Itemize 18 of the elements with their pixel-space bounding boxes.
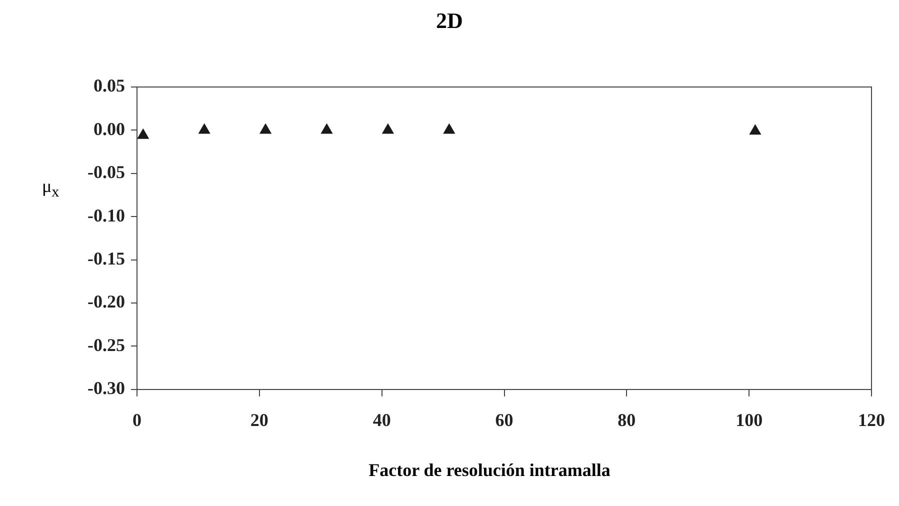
y-tick-label: -0.10	[88, 205, 125, 226]
x-tick-label: 120	[858, 410, 885, 430]
chart-title: 2D	[435, 8, 464, 34]
y-tick-label: 0.05	[94, 76, 125, 96]
x-tick-label: 20	[250, 410, 268, 430]
y-axis-title: μ$_{x}$	[42, 176, 60, 202]
y-tick-label: -0.15	[88, 248, 125, 268]
x-tick-label: 100	[736, 410, 763, 430]
x-tick-label: 80	[618, 410, 636, 430]
y-tick-label: -0.30	[88, 378, 125, 398]
x-tick-label: 60	[495, 410, 514, 430]
y-tick-label: -0.05	[88, 162, 125, 182]
y-tick-label: -0.25	[88, 334, 125, 355]
x-tick-label: 40	[372, 410, 391, 430]
y-tick-label: 0.00	[94, 118, 125, 139]
y-tick-label: -0.20	[88, 292, 125, 312]
x-axis-title: Factor de resolución intramalla	[368, 460, 612, 481]
x-tick-label: 0	[132, 410, 142, 430]
